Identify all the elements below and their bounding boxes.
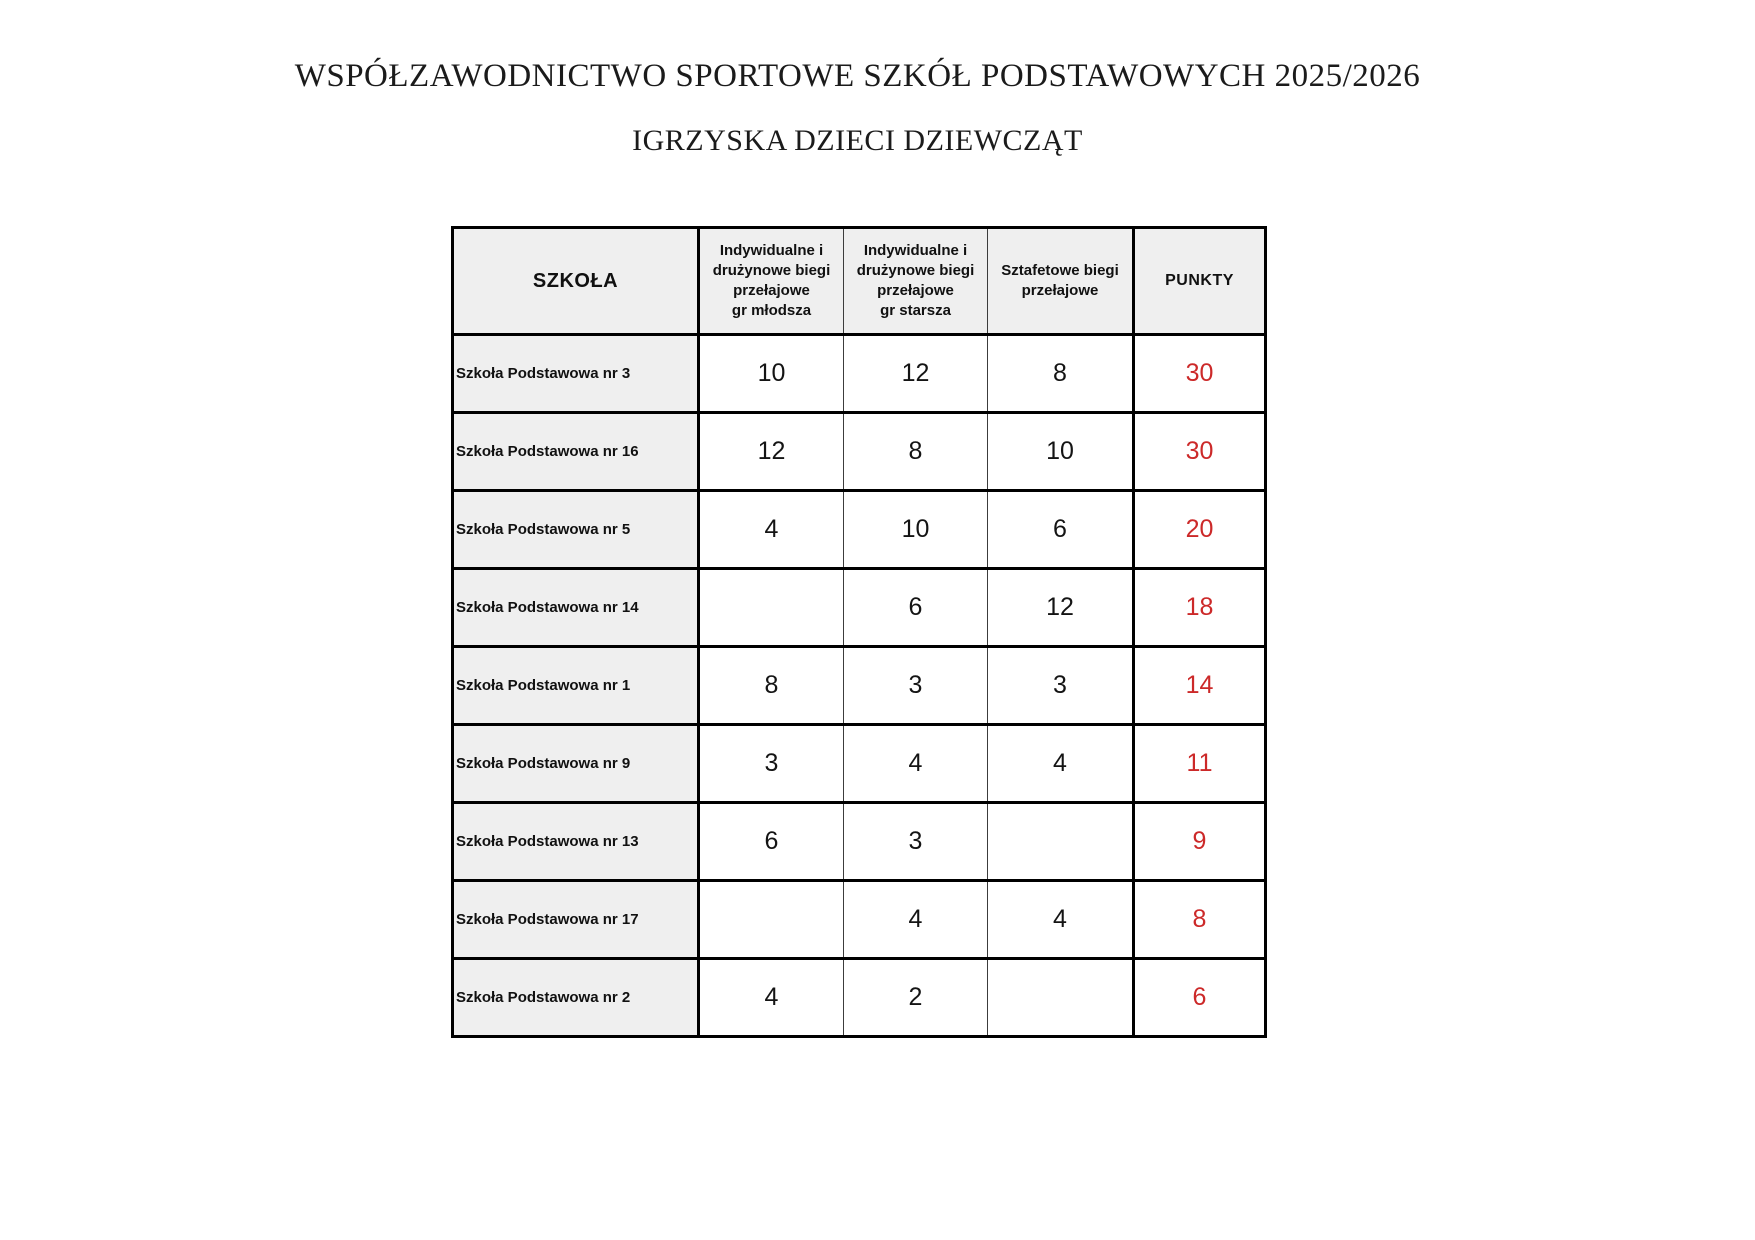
sztafetowe-points-cell: 6 [987, 489, 1134, 570]
starsza-points-cell: 2 [843, 957, 988, 1038]
starsza-points-cell: 4 [843, 723, 988, 804]
mlodsza-points-cell: 8 [698, 645, 844, 726]
school-name-cell: Szkoła Podstawowa nr 13 [451, 801, 700, 882]
sztafetowe-points-cell: 3 [987, 645, 1134, 726]
punkty-total-cell: 30 [1132, 333, 1267, 414]
school-name-cell: Szkoła Podstawowa nr 9 [451, 723, 700, 804]
table-row: Szkoła Podstawowa nr 14 6 12 18 [451, 567, 1267, 648]
school-name-cell: Szkoła Podstawowa nr 1 [451, 645, 700, 726]
sztafetowe-points-cell: 12 [987, 567, 1134, 648]
standings-table: SZKOŁA Indywidualne i drużynowe biegi pr… [451, 226, 1267, 1038]
starsza-points-cell: 8 [843, 411, 988, 492]
punkty-total-cell: 14 [1132, 645, 1267, 726]
table-row: Szkoła Podstawowa nr 3 10 12 8 30 [451, 333, 1267, 414]
sztafetowe-points-cell: 4 [987, 879, 1134, 960]
starsza-points-cell: 10 [843, 489, 988, 570]
school-name-cell: Szkoła Podstawowa nr 5 [451, 489, 700, 570]
starsza-points-cell: 6 [843, 567, 988, 648]
punkty-total-cell: 6 [1132, 957, 1267, 1038]
mlodsza-points-cell: 3 [698, 723, 844, 804]
mlodsza-points-cell: 12 [698, 411, 844, 492]
school-name-cell: Szkoła Podstawowa nr 3 [451, 333, 700, 414]
starsza-points-cell: 3 [843, 801, 988, 882]
column-header-biegi-gr-starsza: Indywidualne i drużynowe biegi przełajow… [843, 226, 988, 336]
column-header-sztafetowe-biegi: Sztafetowe biegi przełajowe [987, 226, 1134, 336]
column-header-szkola: SZKOŁA [451, 226, 700, 336]
column-header-punkty: PUNKTY [1132, 226, 1267, 336]
mlodsza-points-cell [698, 567, 844, 648]
sztafetowe-points-cell [987, 957, 1134, 1038]
sztafetowe-points-cell: 4 [987, 723, 1134, 804]
starsza-points-cell: 12 [843, 333, 988, 414]
punkty-total-cell: 9 [1132, 801, 1267, 882]
school-name-cell: Szkoła Podstawowa nr 16 [451, 411, 700, 492]
punkty-total-cell: 8 [1132, 879, 1267, 960]
sztafetowe-points-cell [987, 801, 1134, 882]
starsza-points-cell: 4 [843, 879, 988, 960]
table-row: Szkoła Podstawowa nr 9 3 4 4 11 [451, 723, 1267, 804]
sztafetowe-points-cell: 10 [987, 411, 1134, 492]
punkty-total-cell: 11 [1132, 723, 1267, 804]
punkty-total-cell: 20 [1132, 489, 1267, 570]
mlodsza-points-cell [698, 879, 844, 960]
mlodsza-points-cell: 6 [698, 801, 844, 882]
starsza-points-cell: 3 [843, 645, 988, 726]
page-title: WSPÓŁZAWODNICTWO SPORTOWE SZKÓŁ PODSTAWO… [294, 58, 1421, 94]
table-row: Szkoła Podstawowa nr 16 12 8 10 30 [451, 411, 1267, 492]
mlodsza-points-cell: 4 [698, 489, 844, 570]
punkty-total-cell: 30 [1132, 411, 1267, 492]
page-subtitle: IGRZYSKA DZIECI DZIEWCZĄT [632, 124, 1083, 157]
table-row: Szkoła Podstawowa nr 13 6 3 9 [451, 801, 1267, 882]
table-row: Szkoła Podstawowa nr 17 4 4 8 [451, 879, 1267, 960]
mlodsza-points-cell: 10 [698, 333, 844, 414]
table-header-row: SZKOŁA Indywidualne i drużynowe biegi pr… [451, 226, 1267, 336]
school-name-cell: Szkoła Podstawowa nr 2 [451, 957, 700, 1038]
punkty-total-cell: 18 [1132, 567, 1267, 648]
school-name-cell: Szkoła Podstawowa nr 17 [451, 879, 700, 960]
sztafetowe-points-cell: 8 [987, 333, 1134, 414]
table-row: Szkoła Podstawowa nr 1 8 3 3 14 [451, 645, 1267, 726]
mlodsza-points-cell: 4 [698, 957, 844, 1038]
table-row: Szkoła Podstawowa nr 2 4 2 6 [451, 957, 1267, 1038]
column-header-biegi-gr-mlodsza: Indywidualne i drużynowe biegi przełajow… [698, 226, 844, 336]
table-row: Szkoła Podstawowa nr 5 4 10 6 20 [451, 489, 1267, 570]
school-name-cell: Szkoła Podstawowa nr 14 [451, 567, 700, 648]
